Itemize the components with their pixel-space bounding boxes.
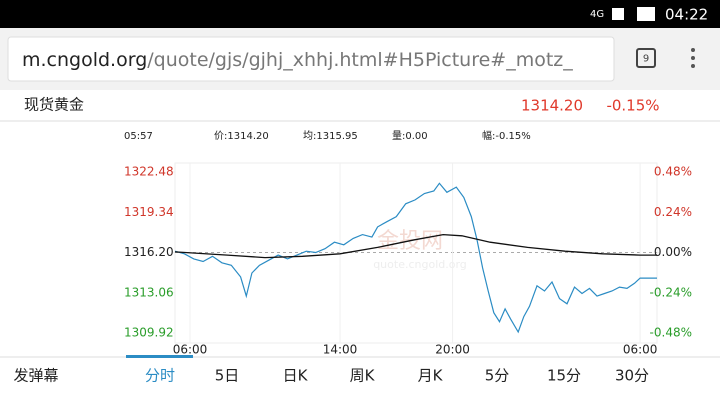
tab[interactable]: 月K [418,367,444,385]
x-tick-label: 06:00 [623,343,658,357]
watermark-url: quote.cngold.org [373,258,467,271]
quote-change: -0.15% [606,97,659,115]
menu-button[interactable] [691,48,695,68]
url-path: /quote/gjs/gjhj_xhhj.html#H5Picture#_mot… [147,49,573,71]
url-box[interactable] [7,36,615,82]
info-item: 价:1314.20 [214,130,269,142]
clock: 04:22 [665,6,708,24]
info-item: 量:0.00 [392,130,428,142]
info-item: 幅:-0.15% [482,129,531,142]
tab[interactable]: 15分 [547,367,581,385]
info-item: 05:57 [124,131,153,142]
tab[interactable]: 分时 [145,367,175,385]
info-item: 均:1315.95 [303,130,358,142]
y2-tick-label: 0.00% [654,245,692,259]
y-tick-label: 1313.06 [124,285,174,299]
price-line [174,182,657,334]
status-bar [0,0,720,28]
y-tick-label: 1309.92 [124,326,174,340]
tab[interactable]: 发弹幕 [13,367,58,385]
tab[interactable]: 周K [350,367,376,385]
y-tick-label: 1316.20 [124,245,174,259]
tab[interactable]: 30分 [615,367,649,385]
x-tick-label: 14:00 [323,343,358,357]
tab[interactable]: 日K [283,367,309,385]
x-tick-label: 20:00 [435,343,470,357]
battery [637,7,655,21]
url[interactable]: m.cngold.org/quote/gjs/gjhj_xhhj.html#H5… [22,49,573,71]
tab[interactable]: 5分 [485,367,510,385]
y2-tick-label: 0.48% [654,165,692,179]
network: 4G [590,9,604,20]
url-host: m.cngold.org [22,49,147,71]
tab[interactable]: 5日 [215,367,240,385]
y-tick-label: 1322.48 [124,165,174,179]
tabs-button[interactable] [636,48,656,68]
quote-name: 现货黄金 [24,96,84,114]
tab-count: 9 [643,54,649,65]
y2-tick-label: 0.24% [654,205,692,219]
y-tick-label: 1319.34 [124,205,174,219]
network-icon [612,8,624,20]
info-row: 05:57 价:1314.20 均:1315.95 量:0.00 幅:-0.15% [124,129,531,142]
tab-indicator [126,355,193,358]
y2-tick-label: -0.48% [650,326,692,340]
tab-bar: 发弹幕 分时 5日 日K 周K 月K 5分 15分 30分 [13,367,649,385]
x-tick-label: 06:00 [173,343,208,357]
quote-price: 1314.20 [521,97,583,115]
price-line [174,233,657,259]
y2-tick-label: -0.24% [650,285,692,299]
watermark: 金投网 [377,229,443,254]
